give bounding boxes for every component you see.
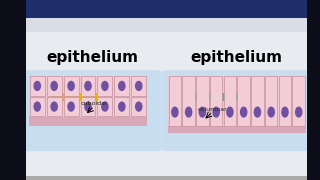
Ellipse shape	[295, 107, 302, 118]
Ellipse shape	[118, 102, 126, 112]
Ellipse shape	[185, 107, 192, 118]
Ellipse shape	[50, 81, 58, 91]
Ellipse shape	[135, 102, 142, 112]
Bar	[292, 76, 305, 126]
Bar	[64, 97, 79, 116]
Text: cuboidal: cuboidal	[81, 101, 108, 106]
Bar	[97, 97, 112, 116]
Bar	[114, 97, 129, 116]
FancyBboxPatch shape	[24, 70, 162, 151]
Ellipse shape	[84, 102, 92, 112]
Ellipse shape	[135, 81, 142, 91]
Ellipse shape	[34, 102, 41, 112]
Bar	[251, 76, 264, 126]
Bar	[47, 97, 62, 116]
Bar	[0, 0, 26, 180]
Bar	[169, 76, 181, 126]
Ellipse shape	[101, 81, 109, 91]
Bar	[81, 76, 95, 96]
Bar	[265, 76, 277, 126]
Bar	[131, 76, 146, 96]
Ellipse shape	[254, 107, 261, 118]
Bar	[97, 76, 112, 96]
Bar	[182, 76, 195, 126]
Ellipse shape	[84, 81, 92, 91]
Text: epithelium: epithelium	[191, 50, 283, 65]
Bar	[114, 76, 129, 96]
Bar	[0, 31, 320, 180]
Bar	[0, 18, 320, 31]
Ellipse shape	[268, 107, 275, 118]
Bar	[224, 76, 236, 126]
FancyBboxPatch shape	[162, 70, 312, 151]
Ellipse shape	[118, 81, 126, 91]
Bar	[30, 97, 45, 116]
Ellipse shape	[101, 102, 109, 112]
Text: columnar: columnar	[198, 107, 228, 112]
Bar	[279, 76, 291, 126]
Bar	[81, 97, 95, 116]
Ellipse shape	[226, 107, 234, 118]
Bar	[168, 76, 306, 133]
Bar	[47, 76, 62, 96]
Ellipse shape	[212, 107, 220, 118]
Bar	[0, 0, 320, 18]
Bar	[307, 0, 320, 180]
Bar	[192, 93, 242, 101]
Bar	[29, 117, 147, 126]
Bar	[237, 76, 250, 126]
Bar	[131, 97, 146, 116]
Text: epithelium: epithelium	[47, 50, 139, 65]
Ellipse shape	[50, 102, 58, 112]
Bar	[29, 76, 147, 126]
Bar	[50, 93, 99, 101]
Ellipse shape	[240, 107, 247, 118]
Ellipse shape	[199, 107, 206, 118]
Bar	[26, 176, 307, 180]
Bar	[168, 126, 306, 133]
Ellipse shape	[281, 107, 289, 118]
Bar	[64, 76, 79, 96]
Ellipse shape	[171, 107, 179, 118]
Ellipse shape	[67, 102, 75, 112]
Bar	[30, 76, 45, 96]
Ellipse shape	[67, 81, 75, 91]
Bar	[196, 76, 209, 126]
Ellipse shape	[34, 81, 41, 91]
Bar	[210, 76, 222, 126]
